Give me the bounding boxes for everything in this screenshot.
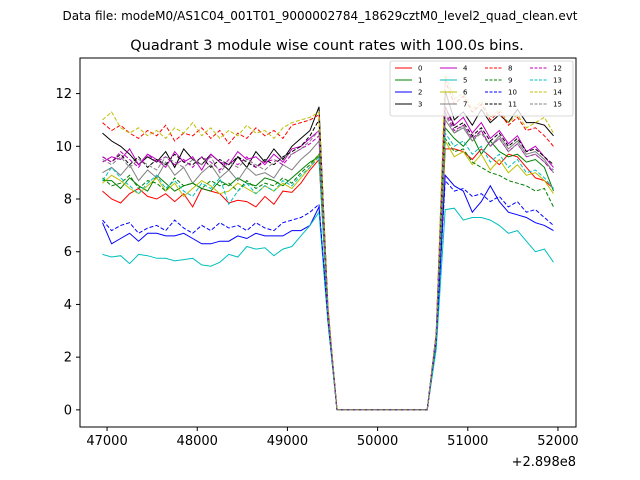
y-tick-label: 6 xyxy=(64,245,72,260)
legend-label-9: 9 xyxy=(508,77,512,85)
legend-label-10: 10 xyxy=(508,89,517,97)
data-file-header: Data file: modeM0/AS1C04_001T01_90000027… xyxy=(62,9,577,23)
x-tick-label: 50000 xyxy=(357,434,398,449)
y-tick-label: 0 xyxy=(64,403,72,418)
y-tick-label: 8 xyxy=(64,193,72,208)
series-line-8 xyxy=(102,80,554,411)
legend-label-4: 4 xyxy=(463,65,468,73)
series-line-5 xyxy=(102,207,554,411)
x-tick-label: 47000 xyxy=(86,434,127,449)
legend-label-0: 0 xyxy=(418,65,422,73)
legend-label-1: 1 xyxy=(418,77,422,85)
series-line-12 xyxy=(102,111,554,411)
series-line-10 xyxy=(102,179,554,411)
series-line-13 xyxy=(102,131,554,411)
legend-label-8: 8 xyxy=(508,65,512,73)
series-line-9 xyxy=(102,136,554,411)
y-tick-label: 10 xyxy=(55,140,72,155)
chart-title: Quadrant 3 module wise count rates with … xyxy=(130,38,524,54)
x-tick-label: 52000 xyxy=(537,434,578,449)
legend-label-11: 11 xyxy=(508,101,517,109)
plot-frame xyxy=(79,57,577,428)
y-tick-label: 12 xyxy=(55,87,72,102)
legend-label-7: 7 xyxy=(463,101,467,109)
axis-ticks: 47000 48000 49000 50000 51000 52000 0 2 4 6 8 10 12 xyxy=(55,87,578,449)
legend-label-14: 14 xyxy=(553,89,562,97)
y-tick-label: 2 xyxy=(64,351,72,366)
series-line-14 xyxy=(102,74,554,411)
x-tick-label: 49000 xyxy=(267,434,308,449)
legend-label-12: 12 xyxy=(553,65,562,73)
legend-label-15: 15 xyxy=(553,101,562,109)
legend-label-2: 2 xyxy=(418,89,422,97)
series-line-0 xyxy=(102,148,554,411)
y-tick-label: 4 xyxy=(64,298,72,313)
x-offset-label: +2.898e8 xyxy=(512,455,576,470)
legend-label-13: 13 xyxy=(553,77,562,85)
series-line-1 xyxy=(102,126,554,411)
series-line-6 xyxy=(102,139,554,411)
legend-box xyxy=(389,60,574,117)
legend-label-5: 5 xyxy=(463,77,467,85)
series-line-15 xyxy=(102,114,554,411)
legend-label-6: 6 xyxy=(463,89,468,97)
legend-label-3: 3 xyxy=(418,101,422,109)
series-line-7 xyxy=(102,118,554,411)
x-tick-label: 48000 xyxy=(177,434,218,449)
x-tick-label: 51000 xyxy=(447,434,488,449)
series-layer xyxy=(102,74,554,411)
series-line-2 xyxy=(102,174,554,411)
